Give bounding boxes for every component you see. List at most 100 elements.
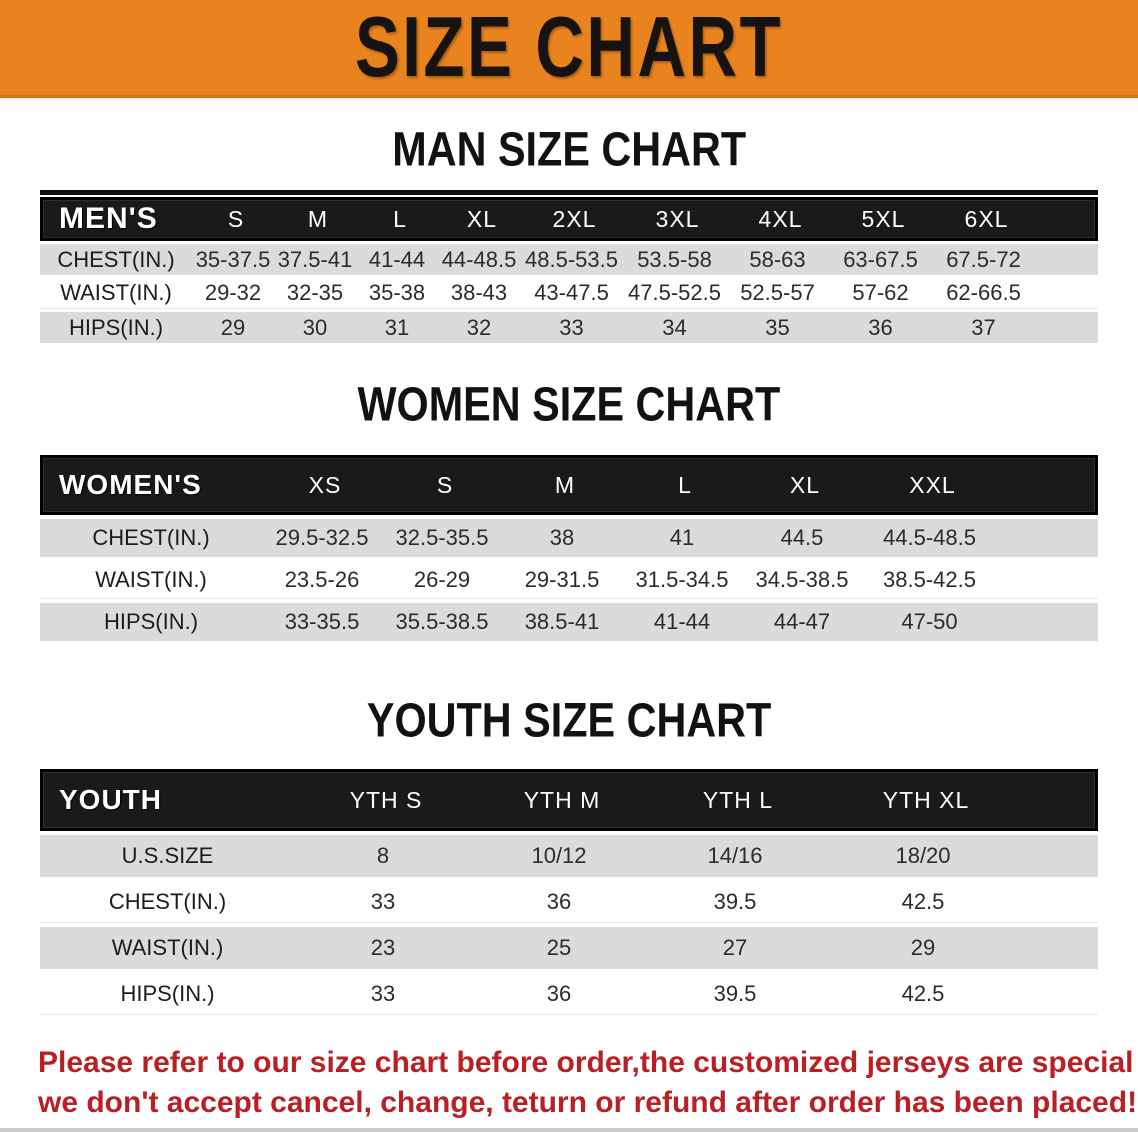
table-row: HIPS(IN.) 33 36 39.5 42.5 <box>40 973 1098 1015</box>
size-value: 44-47 <box>773 609 831 634</box>
youth-size-chart-heading-text: YOUTH SIZE CHART <box>366 693 772 748</box>
size-value: 67.5-72 <box>946 246 1021 272</box>
size-value: 39.5 <box>713 980 757 1006</box>
row-label: WAIST(IN.) <box>111 935 224 960</box>
size-value: 44.5 <box>780 525 824 550</box>
table-corner-label: YOUTH <box>59 784 162 815</box>
man-size-chart-heading-text: MAN SIZE CHART <box>392 122 746 177</box>
size-value: 47-50 <box>901 609 958 634</box>
size-column-header: L <box>393 205 407 232</box>
disclaimer-line-1: Please refer to our size chart before or… <box>38 1046 1138 1079</box>
size-column-header: M <box>554 471 576 498</box>
row-label: CHEST(IN.) <box>108 888 227 914</box>
men-size-table: MEN'S S M L XL 2XL 3XL 4XL 5XL 6XL CHEST(IN.) 35-3… <box>40 190 1098 343</box>
size-value: 41 <box>669 525 695 550</box>
women-size-chart-heading: WOMEN SIZE CHART <box>0 377 1138 432</box>
size-value: 29 <box>910 935 936 960</box>
size-value: 41-44 <box>653 609 711 634</box>
size-value: 48.5-53.5 <box>525 246 618 272</box>
size-value: 36 <box>868 314 893 340</box>
size-value: 38 <box>549 525 575 550</box>
size-value: 33-35.5 <box>284 609 360 634</box>
size-value: 34 <box>662 314 687 340</box>
row-label: WAIST(IN.) <box>95 566 207 592</box>
table-row: CHEST(IN.) 35-37.5 37.5-41 41-44 44-48.5 48.5… <box>40 244 1098 275</box>
size-value: 52.5-57 <box>740 280 815 305</box>
table-corner-label: MEN'S <box>59 202 158 235</box>
size-value: 58-63 <box>749 246 806 272</box>
youth-size-chart-heading: YOUTH SIZE CHART <box>0 693 1138 748</box>
size-value: 23 <box>370 935 396 960</box>
size-column-header: XS <box>308 471 342 498</box>
size-value: 32.5-35.5 <box>395 525 489 550</box>
size-value: 63-67.5 <box>843 246 918 272</box>
size-value: 35-37.5 <box>195 246 271 272</box>
men-size-table-header: MEN'S S M L XL 2XL 3XL 4XL 5XL 6XL <box>40 197 1098 241</box>
row-label: CHEST(IN.) <box>92 525 210 550</box>
size-column-header: YTH M <box>523 786 601 813</box>
size-column-header: S <box>227 205 245 232</box>
size-column-header: XL <box>466 205 498 232</box>
size-value: 36 <box>546 980 572 1006</box>
disclaimer-note: Please refer to our size chart before or… <box>38 1043 1138 1123</box>
size-value: 34.5-38.5 <box>755 566 849 592</box>
row-label: U.S.SIZE <box>121 843 214 868</box>
size-value: 57-62 <box>852 280 909 305</box>
size-value: 29-31.5 <box>524 566 600 592</box>
size-value: 26-29 <box>413 566 471 592</box>
size-value: 44.5-48.5 <box>883 525 976 550</box>
size-column-header: XL <box>789 471 821 498</box>
women-size-chart-heading-text: WOMEN SIZE CHART <box>357 377 781 432</box>
size-value: 32 <box>466 314 492 340</box>
size-value: 35.5-38.5 <box>395 609 489 634</box>
youth-size-table: YOUTH YTH S YTH M YTH L YTH XL U.S.SIZE 8 10/1… <box>40 769 1098 1015</box>
size-value: 23.5-26 <box>284 566 360 592</box>
size-value: 18/20 <box>895 843 951 868</box>
row-label: WAIST(IN.) <box>60 280 172 305</box>
size-column-header: L <box>678 471 692 498</box>
size-value: 43-47.5 <box>534 280 609 305</box>
size-value: 37 <box>971 314 996 340</box>
size-column-header: 2XL <box>552 205 597 232</box>
size-value: 41-44 <box>368 246 426 272</box>
size-column-header: M <box>307 205 329 232</box>
women-size-table-header: WOMEN'S XS S M L XL XXL <box>40 455 1098 515</box>
size-value: 44-48.5 <box>441 246 517 272</box>
size-value: 37.5-41 <box>277 246 353 272</box>
women-size-table: WOMEN'S XS S M L XL XXL CHEST(IN.) 29.5-32.5 32.… <box>40 455 1098 641</box>
size-value: 35-38 <box>368 280 426 305</box>
table-row: WAIST(IN.) 23 25 27 29 <box>40 927 1098 969</box>
size-value: 8 <box>376 843 390 868</box>
size-value: 38.5-42.5 <box>883 566 976 592</box>
table-corner-label: WOMEN'S <box>59 469 202 500</box>
size-value: 33 <box>370 888 396 914</box>
size-value: 29-32 <box>204 280 262 305</box>
size-value: 30 <box>302 314 328 340</box>
size-value: 47.5-52.5 <box>628 280 721 305</box>
size-value: 10/12 <box>531 843 587 868</box>
table-row: CHEST(IN.) 33 36 39.5 42.5 <box>40 881 1098 923</box>
man-size-chart-heading: MAN SIZE CHART <box>0 122 1138 177</box>
size-column-header: 6XL <box>964 205 1009 232</box>
size-column-header: 3XL <box>655 205 700 232</box>
size-value: 38.5-41 <box>524 609 600 634</box>
table-row: HIPS(IN.) 29 30 31 32 33 34 35 36 37 <box>40 312 1098 343</box>
row-label: CHEST(IN.) <box>57 246 175 272</box>
size-column-header: S <box>436 471 454 498</box>
size-value: 53.5-58 <box>637 246 712 272</box>
youth-size-table-header: YOUTH YTH S YTH M YTH L YTH XL <box>40 769 1098 831</box>
size-value: 42.5 <box>901 980 945 1006</box>
size-value: 25 <box>546 935 572 960</box>
table-row: CHEST(IN.) 29.5-32.5 32.5-35.5 38 41 44.5 44.5… <box>40 519 1098 557</box>
table-row: U.S.SIZE 8 10/12 14/16 18/20 <box>40 835 1098 877</box>
size-value: 62-66.5 <box>946 280 1021 305</box>
size-value: 29 <box>220 314 246 340</box>
size-value: 35 <box>765 314 790 340</box>
size-chart-banner: SIZE CHART <box>0 0 1138 98</box>
size-value: 42.5 <box>901 888 945 914</box>
size-value: 14/16 <box>707 843 763 868</box>
size-value: 33 <box>370 980 396 1006</box>
row-label: HIPS(IN.) <box>103 609 199 634</box>
size-column-header: YTH XL <box>882 786 970 813</box>
size-column-header: XXL <box>909 471 956 498</box>
